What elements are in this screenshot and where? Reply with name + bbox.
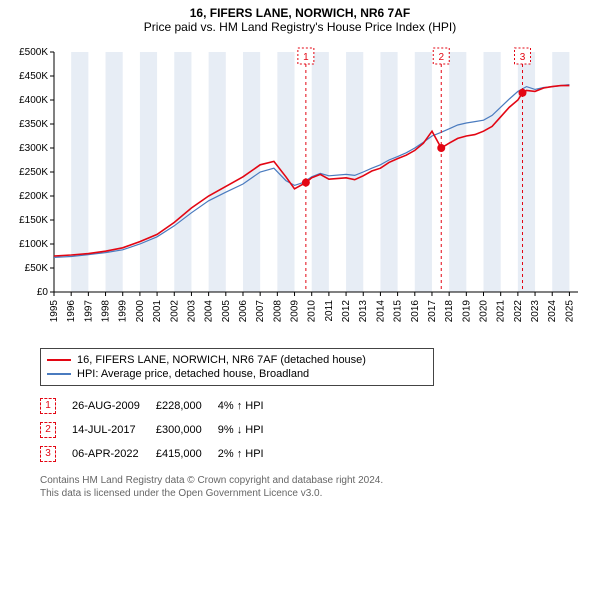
legend-item: HPI: Average price, detached house, Broa… [47, 367, 427, 381]
sales-table: 1 26-AUG-2009£228,0004% ↑ HPI 2 14-JUL-2017… [40, 394, 280, 466]
svg-text:2017: 2017 [427, 300, 438, 323]
sale-point [302, 179, 310, 187]
svg-text:2015: 2015 [393, 300, 404, 323]
sale-price: £415,000 [156, 442, 218, 466]
svg-text:£100K: £100K [19, 239, 48, 250]
svg-text:2021: 2021 [496, 300, 507, 323]
svg-text:£350K: £350K [19, 119, 48, 130]
sale-price: £300,000 [156, 418, 218, 442]
svg-text:£150K: £150K [19, 215, 48, 226]
svg-text:£50K: £50K [25, 263, 49, 274]
svg-text:2014: 2014 [375, 300, 386, 323]
sale-marker-number: 1 [303, 52, 309, 63]
svg-text:2013: 2013 [358, 300, 369, 323]
svg-text:£500K: £500K [19, 47, 48, 58]
sale-point [437, 144, 445, 152]
svg-text:1995: 1995 [49, 300, 60, 323]
sale-date: 06-APR-2022 [72, 442, 156, 466]
svg-text:2009: 2009 [290, 300, 301, 323]
svg-text:2023: 2023 [530, 300, 541, 323]
legend-label: HPI: Average price, detached house, Broa… [77, 368, 309, 380]
svg-text:2007: 2007 [255, 300, 266, 323]
sale-row: 2 14-JUL-2017£300,0009% ↓ HPI [40, 418, 280, 442]
svg-text:2019: 2019 [461, 300, 472, 323]
sale-date: 14-JUL-2017 [72, 418, 156, 442]
footer: Contains HM Land Registry data © Crown c… [40, 474, 588, 500]
svg-text:2010: 2010 [307, 300, 318, 323]
svg-text:2016: 2016 [410, 300, 421, 323]
svg-text:£450K: £450K [19, 71, 48, 82]
svg-text:2012: 2012 [341, 300, 352, 323]
svg-text:£200K: £200K [19, 191, 48, 202]
chart-title-block: 16, FIFERS LANE, NORWICH, NR6 7AF Price … [0, 6, 600, 34]
chart-title-address: 16, FIFERS LANE, NORWICH, NR6 7AF [0, 6, 600, 20]
sale-price: £228,000 [156, 394, 218, 418]
line-chart: £0 £50K £100K £150K £200K £250K £300K £350K £400… [12, 42, 588, 342]
svg-text:2000: 2000 [135, 300, 146, 323]
svg-text:2025: 2025 [564, 300, 575, 323]
svg-text:2022: 2022 [513, 300, 524, 323]
svg-text:2003: 2003 [186, 300, 197, 323]
svg-text:2006: 2006 [238, 300, 249, 323]
sale-point [519, 89, 527, 97]
svg-text:£0: £0 [37, 287, 49, 298]
sale-marker-number: 2 [438, 52, 444, 63]
sale-delta: 4% ↑ HPI [218, 394, 280, 418]
legend-swatch [47, 359, 71, 361]
svg-text:2004: 2004 [204, 300, 215, 323]
svg-text:£250K: £250K [19, 167, 48, 178]
svg-text:£300K: £300K [19, 143, 48, 154]
svg-text:1996: 1996 [66, 300, 77, 323]
chart-container: £0 £50K £100K £150K £200K £250K £300K £350K £400… [12, 42, 588, 342]
svg-text:2020: 2020 [479, 300, 490, 323]
svg-text:2008: 2008 [272, 300, 283, 323]
sale-row: 3 06-APR-2022£415,0002% ↑ HPI [40, 442, 280, 466]
svg-text:£400K: £400K [19, 95, 48, 106]
sale-delta: 2% ↑ HPI [218, 442, 280, 466]
svg-text:1999: 1999 [118, 300, 129, 323]
footer-line: This data is licensed under the Open Gov… [40, 487, 588, 500]
svg-text:2024: 2024 [547, 300, 558, 323]
svg-text:1998: 1998 [101, 300, 112, 323]
legend-swatch [47, 373, 71, 375]
svg-text:2002: 2002 [169, 300, 180, 323]
legend-box: 16, FIFERS LANE, NORWICH, NR6 7AF (detac… [40, 348, 434, 386]
sale-marker-icon: 3 [40, 446, 56, 462]
svg-text:2011: 2011 [324, 300, 335, 322]
svg-text:2018: 2018 [444, 300, 455, 323]
svg-text:1997: 1997 [83, 300, 94, 323]
sale-row: 1 26-AUG-2009£228,0004% ↑ HPI [40, 394, 280, 418]
sale-marker-icon: 2 [40, 422, 56, 438]
sale-date: 26-AUG-2009 [72, 394, 156, 418]
sale-delta: 9% ↓ HPI [218, 418, 280, 442]
legend-label: 16, FIFERS LANE, NORWICH, NR6 7AF (detac… [77, 354, 366, 366]
sale-marker-icon: 1 [40, 398, 56, 414]
svg-text:2005: 2005 [221, 300, 232, 323]
svg-text:2001: 2001 [152, 300, 163, 323]
sale-marker-number: 3 [520, 52, 526, 63]
footer-line: Contains HM Land Registry data © Crown c… [40, 474, 588, 487]
legend-item: 16, FIFERS LANE, NORWICH, NR6 7AF (detac… [47, 353, 427, 367]
chart-title-subtitle: Price paid vs. HM Land Registry's House … [0, 20, 600, 34]
